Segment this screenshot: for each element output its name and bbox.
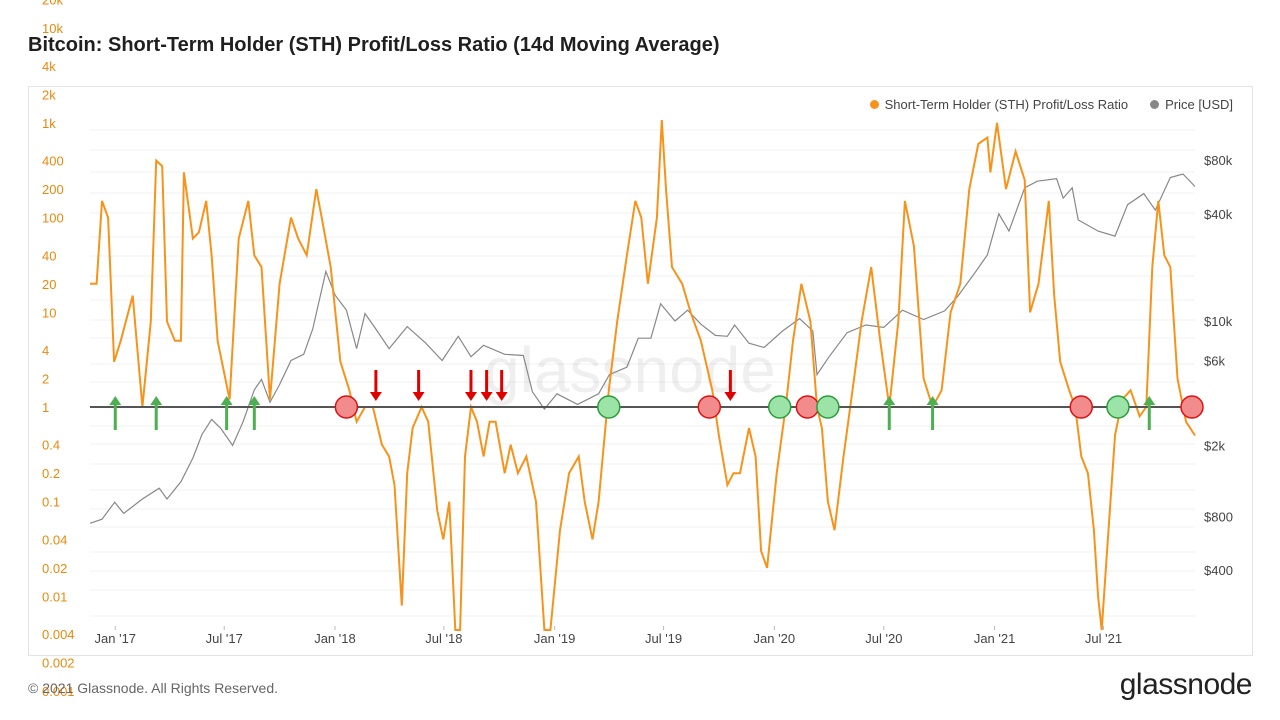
x-tick-label: Jul '21	[1085, 631, 1122, 646]
legend-item-price[interactable]: Price [USD]	[1150, 97, 1233, 112]
down-arrow-head	[464, 392, 477, 401]
green-circle-marker	[1106, 395, 1130, 419]
y-left-tick: 100	[42, 211, 64, 226]
y-left-tick: 0.4	[42, 438, 60, 453]
y-left-tick: 20k	[42, 0, 63, 8]
x-tick-label: Jan '17	[95, 631, 137, 646]
y-left-tick: 1	[42, 400, 49, 415]
y-left-tick: 0.04	[42, 532, 67, 547]
up-arrow-head	[926, 396, 939, 405]
sth-series-line	[90, 119, 1196, 631]
y-left-tick: 1k	[42, 116, 56, 131]
x-tick-label: Jan '20	[754, 631, 796, 646]
down-arrow-head	[724, 392, 737, 401]
up-arrow-head	[883, 396, 896, 405]
x-tick-label: Jan '21	[974, 631, 1016, 646]
chart-title: Bitcoin: Short-Term Holder (STH) Profit/…	[28, 34, 720, 56]
red-circle-marker	[697, 395, 722, 419]
red-circle-marker	[795, 395, 820, 419]
y-left-tick: 20	[42, 277, 56, 292]
legend-item-sth[interactable]: Short-Term Holder (STH) Profit/Loss Rati…	[869, 97, 1129, 112]
y-left-tick: 0.02	[42, 561, 67, 576]
x-tick-label: Jul '18	[425, 631, 462, 646]
x-tick-label: Jan '19	[534, 631, 576, 646]
y-left-tick: 2k	[42, 87, 56, 102]
y-axis-right: $80k $40k $10k $6k $2k $800 $400	[1204, 153, 1233, 578]
green-circle-marker	[816, 395, 840, 419]
copyright-footer: © 2021 Glassnode. All Rights Reserved.	[28, 680, 279, 696]
up-arrow-head	[1143, 396, 1156, 405]
y-left-tick: 10k	[42, 21, 63, 36]
legend-price-dot	[1150, 100, 1160, 109]
x-axis: Jan '17 Jul '17 Jan '18 Jul '18 Jan '19 Jul '…	[95, 626, 1122, 646]
x-tick-label: Jul '20	[865, 631, 902, 646]
x-tick-label: Jul '17	[206, 631, 243, 646]
legend-price-label: Price [USD]	[1165, 97, 1233, 112]
up-arrow-head	[150, 396, 163, 405]
red-circle-marker	[1069, 395, 1093, 419]
y-right-tick: $10k	[1204, 314, 1233, 329]
legend-sth-dot	[869, 100, 879, 109]
y-left-tick: 400	[42, 154, 64, 169]
y-left-tick: 10	[42, 305, 56, 320]
y-left-tick: 4	[42, 343, 49, 358]
y-left-tick: 0.002	[42, 656, 75, 671]
y-left-tick: 4k	[42, 59, 56, 74]
price-series-line	[89, 173, 1196, 524]
down-arrow-head	[412, 392, 425, 401]
legend-sth-label: Short-Term Holder (STH) Profit/Loss Rati…	[884, 97, 1129, 112]
y-right-tick: $400	[1204, 563, 1233, 578]
y-left-tick: 0.004	[42, 627, 75, 642]
y-left-tick: 40	[42, 248, 56, 263]
annotation-markers	[109, 370, 1204, 430]
legend: Short-Term Holder (STH) Profit/Loss Rati…	[869, 97, 1233, 112]
y-right-tick: $800	[1204, 509, 1233, 524]
up-arrow-head	[109, 396, 122, 405]
y-right-tick: $80k	[1204, 153, 1233, 168]
y-left-tick: 0.001	[42, 684, 75, 699]
red-circle-marker	[1180, 395, 1204, 419]
up-arrow-head	[220, 396, 233, 405]
x-tick-label: Jul '19	[645, 631, 682, 646]
chart-frame	[28, 86, 1253, 656]
red-circle-marker	[334, 395, 359, 419]
up-arrow-head	[248, 396, 261, 405]
green-circle-marker	[597, 395, 621, 419]
y-left-tick: 0.1	[42, 495, 60, 510]
down-arrow-head	[495, 392, 508, 401]
glassnode-logo: glassnode	[1119, 668, 1253, 701]
y-left-tick: 0.2	[42, 466, 60, 481]
y-right-tick: $6k	[1204, 353, 1225, 368]
y-right-tick: $40k	[1204, 207, 1233, 222]
down-arrow-head	[369, 392, 382, 401]
y-right-tick: $2k	[1204, 438, 1225, 453]
y-left-tick: 2	[42, 371, 49, 386]
y-axis-left: 20k 10k 4k 2k 1k 400 200 100 40 20 10 4 2 1 0.4 0.2 0.1 0…	[42, 0, 75, 699]
down-arrow-head	[480, 392, 493, 401]
x-tick-label: Jan '18	[314, 631, 356, 646]
green-circle-marker	[767, 395, 792, 419]
y-left-tick: 0.01	[42, 589, 67, 604]
y-left-tick: 200	[42, 182, 64, 197]
